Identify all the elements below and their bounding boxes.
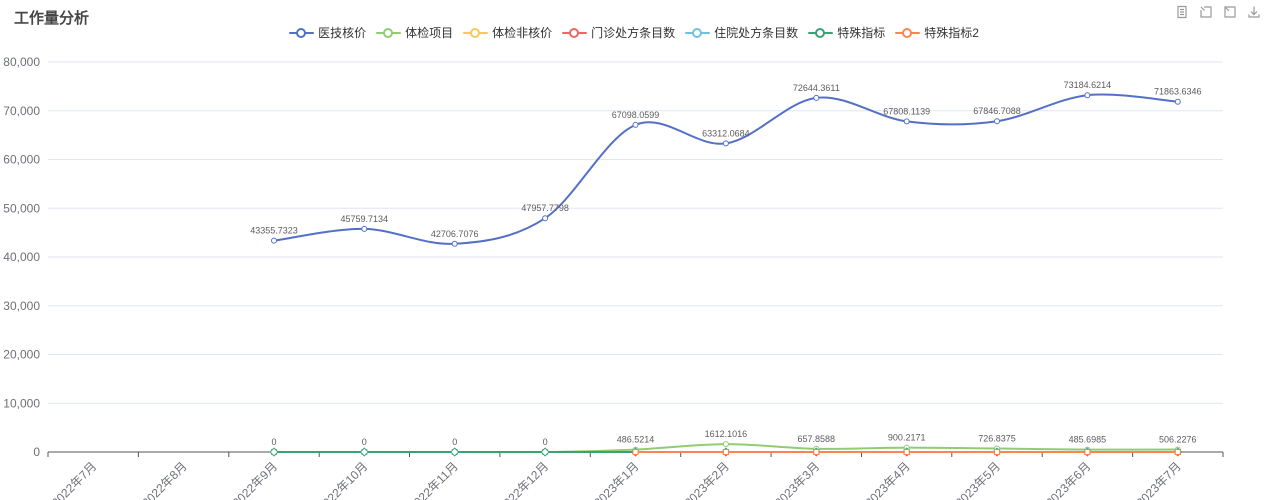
legend-label: 特殊指标2 <box>924 26 979 40</box>
data-point-label: 67098.0599 <box>612 110 660 120</box>
data-point-label: 0 <box>271 437 276 447</box>
data-point-label: 63312.0684 <box>702 128 750 138</box>
data-point-marker <box>450 447 460 457</box>
legend-item-2[interactable]: 体检非核价 <box>463 24 552 41</box>
legend-label: 医技核价 <box>318 26 367 40</box>
data-point-marker <box>1084 92 1091 99</box>
data-point-label: 657.8588 <box>798 434 836 444</box>
data-point-label: 47957.7798 <box>521 203 569 213</box>
data-point-marker <box>903 449 910 455</box>
data-point-marker <box>994 118 1000 125</box>
data-point-label: 67846.7088 <box>973 106 1021 116</box>
data-point-marker <box>813 449 820 455</box>
legend-line-marker-icon <box>289 27 315 39</box>
data-point-label: 72644.3611 <box>793 83 840 93</box>
data-point-marker <box>271 237 277 244</box>
x-tick-label: 2022年7月 <box>49 459 99 500</box>
toolbox <box>1174 4 1262 20</box>
data-point-label: 486.5214 <box>617 435 655 445</box>
data-point-marker <box>269 447 279 457</box>
data-point-marker <box>540 447 550 457</box>
chart-title: 工作量分析 <box>14 10 90 27</box>
data-point-label: 0 <box>362 437 367 447</box>
y-tick-label: 40,000 <box>3 250 40 264</box>
x-tick-label: 2023年4月 <box>862 459 912 500</box>
legend-line-marker-icon <box>376 27 402 39</box>
y-tick-label: 30,000 <box>3 299 40 313</box>
x-tick-label: 2022年12月 <box>496 459 551 500</box>
save-image-icon[interactable] <box>1246 4 1262 20</box>
data-point-label: 506.2276 <box>1159 435 1197 445</box>
legend-line-marker-icon <box>463 27 489 39</box>
legend: 医技核价 体检项目 体检非核价 门诊处方条目数 住院处方条目数 特殊指标 特殊指标2 <box>0 24 1268 41</box>
data-point-marker <box>1174 98 1181 105</box>
legend-label: 住院处方条目数 <box>714 26 799 40</box>
x-tick-label: 2022年10月 <box>315 459 370 500</box>
x-tick-label: 2023年3月 <box>772 459 822 500</box>
y-tick-label: 0 <box>33 445 40 459</box>
y-tick-label: 70,000 <box>3 104 40 118</box>
legend-label: 特殊指标 <box>837 26 886 40</box>
data-point-label: 0 <box>452 437 457 447</box>
legend-line-marker-icon <box>562 27 588 39</box>
legend-item-0[interactable]: 医技核价 <box>289 24 366 41</box>
x-tick-label: 2023年7月 <box>1133 459 1183 500</box>
legend-line-marker-icon <box>685 27 711 39</box>
series-line-0 <box>273 93 1179 245</box>
legend-item-1[interactable]: 体检项目 <box>376 24 453 41</box>
legend-item-5[interactable]: 特殊指标 <box>808 24 885 41</box>
data-point-marker <box>722 449 729 455</box>
data-point-marker <box>451 240 458 247</box>
legend-item-4[interactable]: 住院处方条目数 <box>685 24 798 41</box>
data-point-marker <box>1174 449 1181 455</box>
data-point-label: 42706.7076 <box>431 229 479 239</box>
restore-icon[interactable] <box>1222 4 1238 20</box>
legend-item-3[interactable]: 门诊处方条目数 <box>562 24 675 41</box>
data-point-label: 900.2171 <box>888 433 926 443</box>
data-point-marker <box>542 215 549 222</box>
legend-label: 门诊处方条目数 <box>591 26 676 40</box>
x-tick-label: 2023年1月 <box>591 459 641 500</box>
data-point-label: 71863.6346 <box>1154 87 1202 97</box>
legend-item-6[interactable]: 特殊指标2 <box>895 24 979 41</box>
y-tick-label: 60,000 <box>3 153 40 167</box>
x-tick-label: 2022年9月 <box>230 459 280 500</box>
legend-label: 体检项目 <box>405 26 454 40</box>
data-point-label: 0 <box>543 437 548 447</box>
data-point-label: 43355.7323 <box>250 226 298 236</box>
y-tick-label: 50,000 <box>3 201 40 215</box>
data-point-marker <box>994 449 1000 455</box>
data-point-marker <box>361 225 368 232</box>
data-point-label: 1612.1016 <box>705 429 748 439</box>
legend-label: 体检非核价 <box>492 26 553 40</box>
data-point-marker <box>632 121 639 128</box>
x-tick-label: 2023年5月 <box>953 459 1003 500</box>
data-point-marker <box>722 441 729 448</box>
data-point-marker <box>722 140 729 147</box>
y-tick-label: 80,000 <box>3 55 40 69</box>
data-point-label: 726.8375 <box>978 434 1016 444</box>
legend-line-marker-icon <box>895 27 921 39</box>
data-point-marker <box>632 449 639 455</box>
data-point-label: 45759.7134 <box>341 214 389 224</box>
x-tick-label: 2022年11月 <box>406 459 461 500</box>
data-zoom-icon[interactable] <box>1198 4 1214 20</box>
data-point-label: 67808.1139 <box>883 106 930 116</box>
legend-line-marker-icon <box>808 27 834 39</box>
data-point-marker <box>359 447 369 457</box>
data-view-icon[interactable] <box>1174 4 1190 20</box>
y-tick-label: 20,000 <box>3 348 40 362</box>
x-tick-label: 2022年8月 <box>139 459 189 500</box>
data-point-label: 73184.6214 <box>1064 80 1112 90</box>
x-tick-label: 2023年6月 <box>1043 459 1093 500</box>
data-point-marker <box>903 118 910 125</box>
x-tick-label: 2023年2月 <box>682 459 732 500</box>
data-point-marker <box>813 94 820 101</box>
data-point-marker <box>1084 449 1091 455</box>
data-point-label: 485.6985 <box>1069 435 1107 445</box>
y-tick-label: 10,000 <box>3 396 40 410</box>
